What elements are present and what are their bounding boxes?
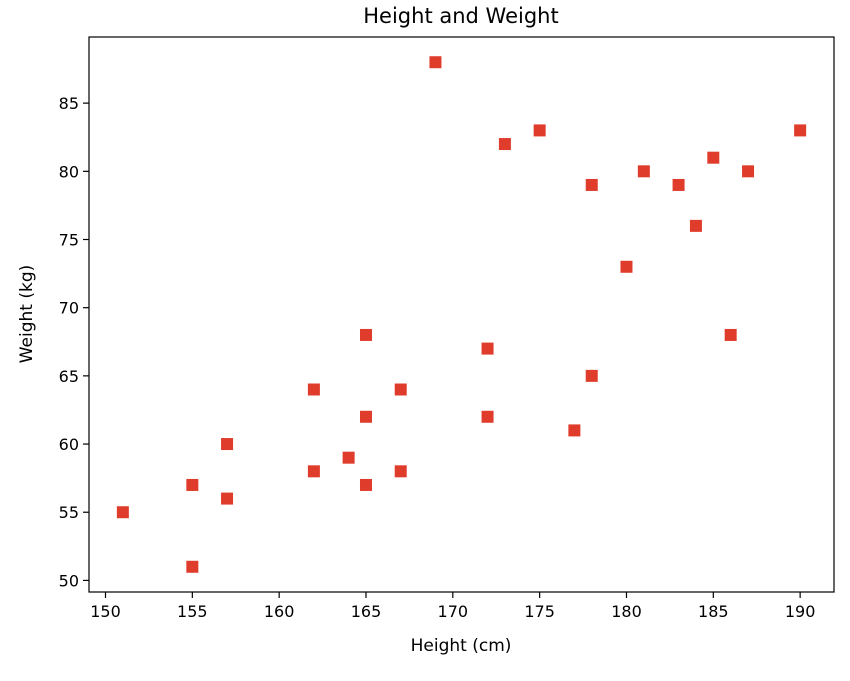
data-point xyxy=(742,165,755,178)
data-point xyxy=(359,328,372,341)
y-tick-label: 65 xyxy=(59,367,79,386)
y-tick-label: 50 xyxy=(59,571,79,590)
x-tick-label: 165 xyxy=(351,602,382,621)
x-tick-label: 190 xyxy=(785,602,816,621)
x-axis-ticks: 150 155 160 165 170 175 180 185 190 xyxy=(90,592,815,621)
x-tick-label: 180 xyxy=(611,602,642,621)
data-point xyxy=(724,328,737,341)
data-point xyxy=(186,560,199,573)
x-tick-label: 175 xyxy=(524,602,555,621)
y-tick-label: 85 xyxy=(59,94,79,113)
data-point xyxy=(186,478,199,491)
data-point xyxy=(585,178,598,191)
data-point xyxy=(794,124,807,137)
data-point xyxy=(498,138,511,151)
plot-frame xyxy=(88,36,835,593)
data-point xyxy=(637,165,650,178)
data-points xyxy=(116,56,807,573)
data-point xyxy=(481,410,494,423)
x-tick-label: 160 xyxy=(264,602,295,621)
y-tick-label: 70 xyxy=(59,299,79,318)
data-point xyxy=(429,56,442,69)
data-point xyxy=(672,178,685,191)
data-point xyxy=(533,124,546,137)
x-tick-label: 150 xyxy=(90,602,121,621)
data-point xyxy=(707,151,720,164)
x-axis-label: Height (cm) xyxy=(411,636,512,656)
y-tick-label: 55 xyxy=(59,503,79,522)
data-point xyxy=(116,506,129,519)
data-point xyxy=(481,342,494,355)
x-tick-label: 185 xyxy=(698,602,729,621)
y-tick-label: 60 xyxy=(59,435,79,454)
y-tick-label: 80 xyxy=(59,162,79,181)
x-tick-label: 170 xyxy=(438,602,469,621)
data-point xyxy=(342,451,355,464)
y-axis-ticks: 50 55 60 65 70 75 80 85 xyxy=(59,94,89,590)
data-point xyxy=(307,383,320,396)
data-point xyxy=(221,438,234,451)
data-point xyxy=(585,369,598,382)
x-tick-label: 155 xyxy=(177,602,208,621)
data-point xyxy=(221,492,234,505)
data-point xyxy=(568,424,581,437)
chart-title: Height and Weight xyxy=(363,4,558,28)
y-tick-label: 75 xyxy=(59,231,79,250)
data-point xyxy=(307,465,320,478)
y-axis-label: Weight (kg) xyxy=(17,265,37,364)
data-point xyxy=(359,410,372,423)
data-point xyxy=(394,383,407,396)
data-point xyxy=(394,465,407,478)
data-point xyxy=(359,478,372,491)
data-point xyxy=(620,260,633,273)
data-point xyxy=(689,219,702,232)
